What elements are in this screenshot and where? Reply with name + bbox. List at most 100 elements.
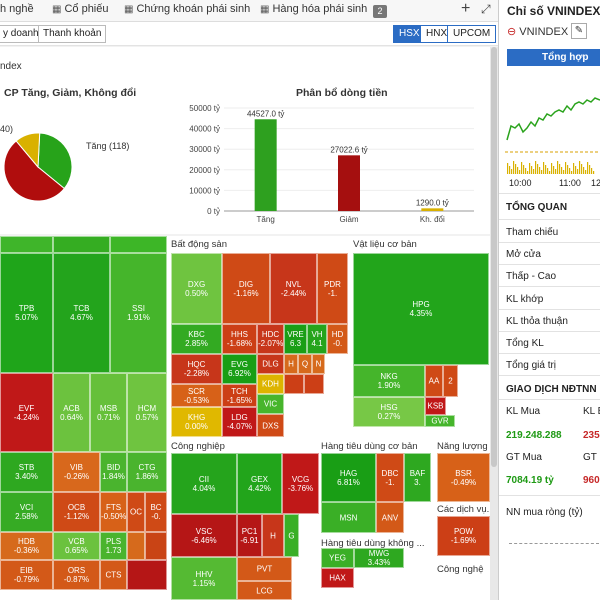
heatmap-cell-baf[interactable]: BAF 3.: [404, 453, 431, 502]
heatmap-cell-oc[interactable]: OC: [127, 492, 145, 532]
heatmap-cell-pow[interactable]: POW -1.69%: [437, 516, 490, 556]
heatmap-cell[interactable]: [284, 374, 304, 394]
scrollbar-thumb[interactable]: [491, 47, 497, 467]
heatmap-cell-bc[interactable]: BC -0.: [145, 492, 167, 532]
heatmap-cell-pc1[interactable]: PC1 -6.91: [237, 514, 262, 557]
heatmap-cell-dbc[interactable]: DBC -1.: [376, 453, 404, 502]
heatmap-cell-vci[interactable]: VCI 2.58%: [0, 492, 53, 532]
heatmap-cell-stb[interactable]: STB 3.40%: [0, 452, 53, 492]
heatmap-cell-vcb[interactable]: VCB 0.65%: [53, 532, 100, 560]
heatmap-cell-hcm[interactable]: HCM 0.57%: [127, 373, 167, 452]
tab-co-phieu[interactable]: ▦ Cổ phiếu: [52, 3, 109, 15]
heatmap-cell-hpg[interactable]: HPG 4.35%: [353, 253, 489, 365]
cell-content: HD -0.: [328, 330, 347, 348]
heatmap-cell-hdb[interactable]: HDB -0.36%: [0, 532, 53, 560]
heatmap-cell-ssi[interactable]: SSI 1.91%: [110, 253, 167, 373]
percent-change: -0.87%: [63, 575, 90, 584]
heatmap-cell-cts[interactable]: CTS: [100, 560, 127, 590]
heatmap-cell-hqc[interactable]: HQC -2.28%: [171, 354, 222, 384]
heatmap-cell-fts[interactable]: FTS -0.50%: [100, 492, 127, 532]
heatmap-cell-hsg[interactable]: HSG 0.27%: [353, 397, 425, 427]
summary-button[interactable]: Tổng hợp: [507, 49, 600, 66]
heatmap-cell-bid[interactable]: BID 1.84%: [100, 452, 127, 492]
heatmap-cell-anv[interactable]: ANV: [376, 502, 404, 533]
subtab-thanh-khoan[interactable]: Thanh khoản: [38, 25, 107, 43]
heatmap-cell-hdc[interactable]: HDC -2.07%: [257, 324, 284, 354]
heatmap-cell-scr[interactable]: SCR -0.53%: [171, 384, 222, 407]
heatmap-cell-aa[interactable]: AA: [425, 365, 443, 397]
heatmap-cell-kbc[interactable]: KBC 2.85%: [171, 324, 222, 354]
heatmap-cell[interactable]: [127, 532, 145, 560]
heatmap-cell-pdr[interactable]: PDR -1.: [317, 253, 348, 324]
heatmap-cell-h[interactable]: H: [262, 514, 284, 557]
heatmap-cell-vic[interactable]: VIC: [257, 394, 284, 414]
heatmap-cell-dlg[interactable]: DLG: [257, 354, 284, 374]
heatmap-cell-pls[interactable]: PLS 1.73: [100, 532, 127, 560]
heatmap-cell[interactable]: [304, 374, 324, 394]
edit-pencil-icon[interactable]: ✎: [571, 23, 587, 39]
heatmap-cell-hax[interactable]: HAX: [321, 568, 354, 588]
heatmap-cell-vre[interactable]: VRE 6.3: [284, 324, 307, 354]
y-tick-label: 20000 tỷ: [189, 166, 220, 175]
exchange-upcom-button[interactable]: UPCOM: [447, 25, 497, 43]
heatmap-cell-evf[interactable]: EVF -4.24%: [0, 373, 53, 452]
heatmap-cell-mwg[interactable]: MWG 3.43%: [354, 548, 404, 568]
heatmap-cell-hhv[interactable]: HHV 1.15%: [171, 557, 237, 600]
heatmap-cell-dxg[interactable]: DXG 0.50%: [171, 253, 222, 324]
heatmap-cell-vcg[interactable]: VCG -3.76%: [282, 453, 319, 514]
index-selector[interactable]: ⊖ VNINDEX: [507, 25, 568, 38]
heatmap-cell-msn[interactable]: MSN: [321, 502, 376, 533]
heatmap-cell-yeg[interactable]: YEG: [321, 548, 354, 568]
heatmap-cell-cii[interactable]: CII 4.04%: [171, 453, 237, 514]
heatmap-cell-lcg[interactable]: LCG: [237, 581, 292, 600]
heatmap-cell-evg[interactable]: EVG 6.92%: [222, 354, 257, 384]
heatmap-cell-ors[interactable]: ORS -0.87%: [53, 560, 100, 590]
heatmap-cell-ctg[interactable]: CTG 1.86%: [127, 452, 167, 492]
vertical-scrollbar[interactable]: [490, 47, 498, 600]
heatmap-cell-nkg[interactable]: NKG 1.90%: [353, 365, 425, 397]
tab-chung-khoan-phai-sinh[interactable]: ▦ Chứng khoán phái sinh: [124, 3, 250, 15]
heatmap-cell-g[interactable]: G: [284, 514, 299, 557]
overview-row: KL khớp: [506, 294, 544, 305]
heatmap-cell-tch[interactable]: TCH -1.65%: [222, 384, 257, 407]
heatmap-cell-q[interactable]: Q: [298, 354, 312, 374]
heatmap-cell-eib[interactable]: EIB -0.79%: [0, 560, 53, 590]
heatmap-cell-ocb[interactable]: OCB -1.12%: [53, 492, 100, 532]
heatmap-cell[interactable]: [0, 236, 53, 253]
heatmap-cell-gex[interactable]: GEX 4.42%: [237, 453, 282, 514]
heatmap-cell-vib[interactable]: VIB -0.26%: [53, 452, 100, 492]
heatmap-cell-hd[interactable]: HD -0.: [327, 324, 348, 354]
heatmap-cell-hag[interactable]: HAG 6.81%: [321, 453, 376, 502]
heatmap-cell-2[interactable]: 2: [443, 365, 458, 397]
heatmap-cell-pvt[interactable]: PVT: [237, 557, 292, 581]
heatmap-cell-ldg[interactable]: LDG -4.07%: [222, 407, 257, 437]
heatmap-cell-vsc[interactable]: VSC -6.46%: [171, 514, 237, 557]
add-tab-icon[interactable]: +: [461, 0, 471, 17]
heatmap-cell-dig[interactable]: DIG -1.16%: [222, 253, 270, 324]
heatmap-cell-dxs[interactable]: DXS: [257, 414, 284, 437]
heatmap-cell-tcb[interactable]: TCB 4.67%: [53, 253, 110, 373]
heatmap-cell-acb[interactable]: ACB 0.64%: [53, 373, 90, 452]
heatmap-cell-nvl[interactable]: NVL -2.44%: [270, 253, 317, 324]
heatmap-cell-n[interactable]: N: [312, 354, 325, 374]
heatmap-cell[interactable]: [127, 560, 167, 590]
heatmap-cell-vh[interactable]: VH 4.1: [307, 324, 327, 354]
heatmap-cell[interactable]: [53, 236, 110, 253]
heatmap-cell-tpb[interactable]: TPB 5.07%: [0, 253, 53, 373]
tab-nganh-nghe[interactable]: h nghề: [0, 3, 34, 15]
volume-bar: [567, 165, 569, 174]
heatmap-cell[interactable]: [145, 532, 167, 560]
heatmap-cell-ksb[interactable]: KSB: [425, 397, 446, 415]
breadth-pie-chart: [3, 132, 73, 202]
heatmap-cell-bsr[interactable]: BSR -0.49%: [437, 453, 490, 502]
tab-hang-hoa-phai-sinh[interactable]: ▦ Hàng hóa phái sinh: [260, 3, 367, 15]
heatmap-cell-h[interactable]: H: [284, 354, 298, 374]
heatmap-cell-kdh[interactable]: KDH: [257, 374, 284, 394]
heatmap-cell-gvr[interactable]: GVR: [425, 415, 455, 427]
expand-icon[interactable]: ⤢: [481, 2, 491, 16]
heatmap-cell-hhs[interactable]: HHS -1.68%: [222, 324, 257, 354]
cell-content: OC: [128, 508, 144, 517]
heatmap-cell[interactable]: [110, 236, 167, 253]
heatmap-cell-khg[interactable]: KHG 0.00%: [171, 407, 222, 437]
heatmap-cell-msb[interactable]: MSB 0.71%: [90, 373, 127, 452]
